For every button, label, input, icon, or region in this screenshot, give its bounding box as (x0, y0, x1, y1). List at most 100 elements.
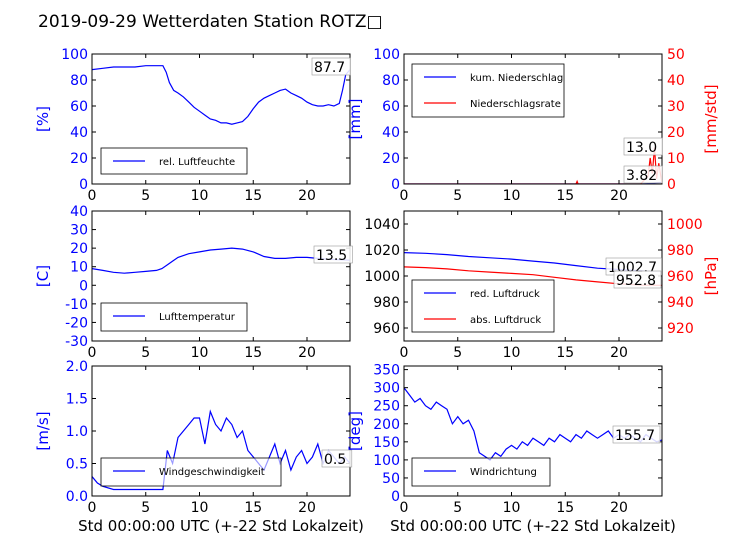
value-label: 3.82 (626, 168, 657, 184)
legend-frame (411, 63, 565, 118)
x-tick-label: 20 (298, 345, 316, 361)
x-tick-label: 10 (191, 500, 209, 516)
plot-area (404, 147, 662, 184)
panel-precipitation: 0 5 10 15 20 0 20 40 60 80 100 0 10 20 30 40 50 [mm] [mm/s… (346, 47, 720, 204)
y-tick-label: 20 (70, 241, 88, 257)
x-tick-label: 0 (400, 188, 409, 204)
legend-entry: Niederschlagsrate (470, 99, 561, 110)
y-tick-label: 0 (79, 177, 88, 193)
value-label-box (623, 137, 663, 156)
x-tick-label: 5 (453, 500, 462, 516)
plot-area (92, 247, 350, 274)
y-tick-label: 0.0 (66, 489, 88, 505)
figure-title: 2019-09-29 Wetterdaten Station ROTZ□ (38, 12, 383, 32)
value-label-box (612, 425, 661, 444)
x-tick-label: 5 (453, 345, 462, 361)
legend-entry: Windrichtung (470, 467, 537, 478)
plot-area (92, 409, 350, 491)
panel-windspeed: 0 5 10 15 20 0.0 0.5 1.0 1.5 2.0 [m/s] Windgeschwin… (34, 359, 353, 516)
y-tick-label-right: 50 (667, 47, 685, 63)
x-tick-label: 15 (556, 345, 574, 361)
y-tick-label-right: 920 (667, 321, 694, 337)
x-axis-label-left: Std 00:00:00 UTC (+-22 Std Lokalzeit) (78, 517, 364, 535)
value-label-box (613, 270, 662, 289)
x-tick-label: 10 (503, 345, 521, 361)
x-tick-label: 15 (556, 188, 574, 204)
value-label: 155.7 (615, 428, 655, 444)
y-tick-label: 2.0 (66, 359, 88, 375)
value-label: 13.5 (316, 248, 347, 264)
y-tick-label: 20 (382, 151, 400, 167)
series-line-0 (92, 409, 350, 491)
y-tick-label: 0.5 (66, 457, 88, 473)
axes-frame (91, 53, 351, 185)
x-tick-label: 0 (400, 500, 409, 516)
legend-entry: Windgeschwindigkeit (159, 467, 265, 478)
y-axis-label: [mm] (346, 99, 364, 140)
x-tick-label: 10 (191, 188, 209, 204)
y-tick-label: 0 (391, 489, 400, 505)
y-tick-label: -10 (65, 297, 88, 313)
y-tick-label: 40 (382, 125, 400, 141)
y-tick-label: 1020 (364, 243, 400, 259)
legend-entry: rel. Luftfeuchte (159, 157, 235, 168)
y-tick-label: 30 (70, 223, 88, 239)
x-tick-label: 5 (141, 188, 150, 204)
plot-area (404, 387, 662, 461)
legend: Windgeschwindigkeit (100, 457, 282, 487)
y-tick-label-right: 1000 (667, 217, 703, 233)
y-tick-label: 1000 (364, 269, 400, 285)
y-tick-label: -30 (65, 334, 88, 350)
y-tick-label-right: 10 (667, 151, 685, 167)
y-axis-label-right: [hPa] (702, 257, 720, 296)
y-tick-label: 980 (373, 295, 400, 311)
x-tick-label: 20 (610, 345, 628, 361)
y-tick-label: 40 (70, 125, 88, 141)
legend-frame (411, 457, 551, 487)
y-tick-label-right: 940 (667, 295, 694, 311)
y-tick-label: 0 (391, 177, 400, 193)
y-tick-label: 20 (70, 151, 88, 167)
x-tick-label: 5 (453, 188, 462, 204)
axes-frame (91, 210, 351, 342)
x-tick-label: 20 (610, 188, 628, 204)
y-tick-label: 1040 (364, 217, 400, 233)
y-tick-label-right: 0 (667, 177, 676, 193)
legend-frame (411, 279, 555, 333)
y-tick-label: 350 (373, 363, 400, 379)
y-axis-label: [m/s] (34, 411, 52, 450)
panel-winddirection: 0 5 10 15 20050100150200250300350[deg]Windri… (346, 363, 663, 516)
y-tick-label: 50 (382, 471, 400, 487)
axes-frame (403, 365, 663, 497)
legend-entry: kum. Niederschlag (470, 73, 563, 84)
x-tick-label: 20 (298, 500, 316, 516)
value-label: 952.8 (616, 273, 656, 289)
series-line-0 (92, 65, 350, 125)
value-label: 0.5 (324, 452, 346, 468)
legend-entry: Lufttemperatur (159, 312, 236, 323)
y-tick-label: 60 (70, 99, 88, 115)
legend: kum. Niederschlag Niederschlagsrate (411, 63, 565, 118)
legend: rel. Luftfeuchte (100, 147, 248, 175)
y-tick-label: 40 (70, 204, 88, 220)
value-label-box (311, 57, 351, 76)
y-tick-label: 960 (373, 321, 400, 337)
x-tick-label: 0 (88, 500, 97, 516)
y-axis-label: [C] (34, 265, 52, 287)
y-tick-label: 10 (70, 260, 88, 276)
value-label: 87.7 (314, 60, 345, 76)
x-tick-label: 5 (141, 500, 150, 516)
panel-pressure: 0 5 10 15 20 960 980 1000 1020 1040 920 940 960 980 10… (364, 210, 720, 361)
x-tick-label: 15 (244, 188, 262, 204)
series-line-0 (92, 247, 350, 274)
y-tick-label: 80 (70, 73, 88, 89)
y-tick-label: 60 (382, 99, 400, 115)
y-tick-label-right: 960 (667, 269, 694, 285)
legend-entry: abs. Luftdruck (470, 315, 541, 326)
legend-entry: red. Luftdruck (470, 289, 540, 300)
value-label: 13.0 (626, 140, 657, 156)
y-tick-label-right: 20 (667, 125, 685, 141)
y-axis-label-right: [mm/std] (702, 84, 720, 153)
